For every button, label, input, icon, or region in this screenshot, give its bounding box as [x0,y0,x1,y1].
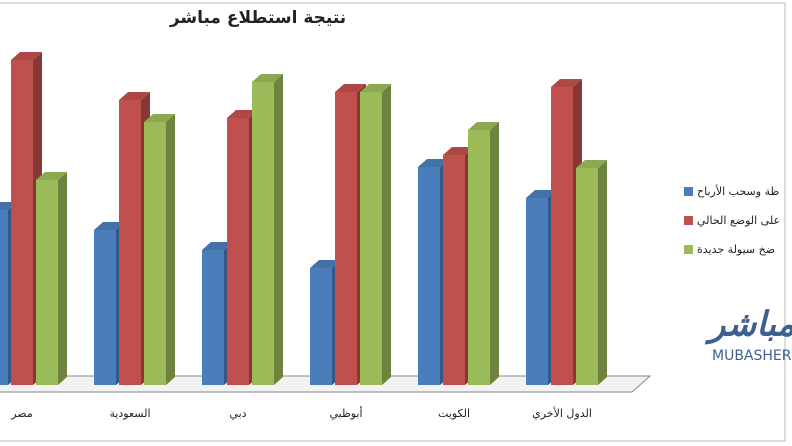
x-tick-label: مصر [10,407,33,420]
logo-latin: MUBASHER [712,348,792,364]
bar-side [490,122,499,385]
bar-side [274,74,283,385]
bar-top [94,222,125,230]
bar [418,167,440,385]
x-tick-label: الدول الأخري [532,406,592,420]
logo: مباشر MUBASHER [704,305,792,365]
bar-top [227,110,258,118]
bar-top [119,92,150,100]
bar-top [526,190,557,198]
bar-side [58,172,67,385]
bar [202,250,224,385]
bar [11,60,33,385]
bar [526,198,548,385]
bar [576,168,598,385]
bar [119,100,141,385]
bar-side [598,160,607,385]
bar-top [468,122,499,130]
bar-top [252,74,283,82]
bar [360,92,382,385]
bar [468,130,490,385]
bar-top [360,84,391,92]
bar-top [551,79,582,87]
bar-top [576,160,607,168]
bar [0,210,8,385]
bar-top [443,147,474,155]
legend-label: على الوضع الحالي [697,214,780,227]
legend-swatch [684,187,693,196]
bar [144,122,166,385]
bar [310,268,332,385]
chart-title: نتيجة استطلاع مباشر [169,8,346,28]
bar [335,92,357,385]
bar-top [36,172,67,180]
bar [443,155,465,385]
bar [36,180,58,385]
x-tick-label: دبي [229,407,246,420]
bar [227,118,249,385]
logo-arabic: مباشر [704,305,792,345]
legend-label: ظة وسحب الأرباح [697,184,779,198]
bar-top [418,159,449,167]
bar-top [144,114,175,122]
legend-swatch [684,216,693,225]
bar [252,82,274,385]
bar-top [335,84,366,92]
x-tick-label: الكويت [438,407,470,420]
x-tick-label: أبوظبي [329,406,362,420]
bar-top [11,52,42,60]
bar-top [310,260,341,268]
legend-swatch [684,245,693,254]
bar [551,87,573,385]
bar-side [166,114,175,385]
legend-label: ضخ سيولة جديدة [697,243,775,256]
x-tick-label: السعودية [109,407,150,420]
bar-side [382,84,391,385]
bar-top [202,242,233,250]
bar [94,230,116,385]
